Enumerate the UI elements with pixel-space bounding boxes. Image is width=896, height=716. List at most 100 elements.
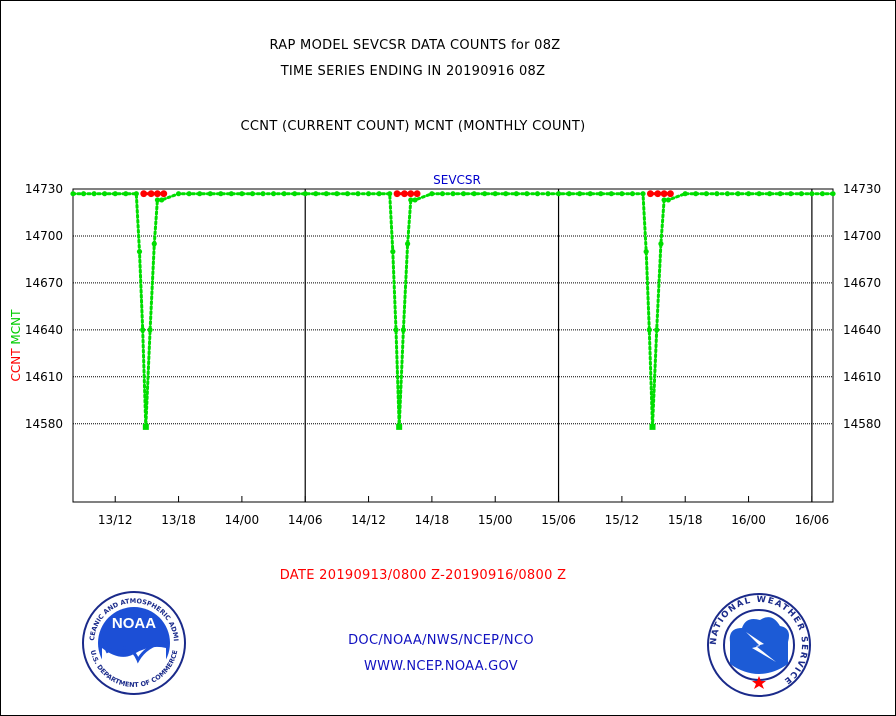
data-point-mcnt — [830, 191, 836, 197]
data-point-mcnt — [159, 197, 165, 203]
data-point-mcnt — [136, 249, 143, 255]
data-point-mcnt — [197, 191, 203, 197]
data-point-mcnt — [629, 191, 636, 197]
data-point-mcnt — [756, 191, 762, 197]
data-point-mcnt — [534, 191, 541, 197]
title-line-2: TIME SERIES ENDING IN 20190916 08Z — [280, 64, 546, 79]
data-point-mcnt — [819, 191, 826, 197]
data-point-ccnt — [646, 190, 654, 198]
data-point-mcnt — [665, 197, 671, 203]
y-tick-label-left: 14610 — [25, 370, 63, 384]
data-point-ccnt — [147, 190, 155, 198]
data-point-mcnt — [102, 191, 108, 197]
data-point-mcnt — [376, 191, 382, 197]
nws-logo: NATIONAL WEATHER SERVICE — [707, 593, 811, 697]
footer-link-doc[interactable]: DOC/NOAA/NWS/NCEP/NCO — [348, 633, 534, 648]
data-point-ccnt — [154, 190, 161, 198]
data-point-mcnt — [228, 191, 234, 197]
data-point-mcnt — [450, 191, 456, 197]
y-tick-label-right: 14670 — [843, 276, 881, 290]
data-point-mcnt — [608, 191, 614, 197]
data-point-mcnt — [524, 191, 530, 197]
y-tick-label-left: 14580 — [25, 417, 63, 431]
data-point-mcnt — [767, 191, 773, 197]
data-point-ccnt — [660, 190, 668, 198]
noaa-logo-text: NOAA — [112, 615, 156, 632]
data-point-mcnt — [112, 191, 118, 197]
y-axis-label-ccnt: CCNT — [9, 348, 23, 382]
data-point-mcnt — [405, 241, 411, 247]
y-tick-label-right: 14730 — [843, 182, 881, 196]
data-point-mcnt — [577, 191, 583, 197]
data-point-mcnt — [123, 191, 129, 197]
footer-link-www[interactable]: WWW.NCEP.NOAA.GOV — [363, 659, 519, 674]
data-point-mcnt — [154, 197, 161, 203]
x-tick-label: 15/18 — [668, 513, 703, 527]
data-point-ccnt — [160, 190, 168, 198]
x-tick-label: 16/00 — [731, 513, 766, 527]
data-point-mcnt — [151, 241, 157, 247]
data-point-mcnt — [207, 191, 213, 197]
series-line-mcnt — [71, 192, 835, 427]
data-point-mcnt — [566, 191, 572, 197]
data-point-mcnt — [439, 191, 446, 197]
data-point-mcnt — [703, 191, 709, 197]
x-tick-label: 15/00 — [478, 513, 513, 527]
noaa-bird-wave — [102, 646, 166, 680]
y-tick-label-right: 14640 — [843, 323, 881, 337]
data-point-ccnt — [140, 190, 148, 198]
data-point-mcnt — [313, 191, 319, 197]
y-axis-label-mcnt: MCNT — [9, 309, 23, 349]
data-point-mcnt-min — [396, 423, 403, 430]
data-point-mcnt — [218, 191, 224, 197]
data-point-mcnt — [408, 197, 414, 203]
y-tick-label-left: 14700 — [25, 229, 63, 243]
data-point-mcnt — [693, 191, 699, 197]
x-axis-label: DATE 20190913/0800 Z-20190916/0800 Z — [280, 568, 567, 583]
data-point-mcnt — [460, 191, 467, 197]
data-point-mcnt — [334, 191, 340, 197]
x-tick-label: 14/18 — [415, 513, 450, 527]
data-point-mcnt — [643, 249, 649, 255]
data-point-ccnt — [401, 190, 408, 198]
data-point-mcnt — [281, 191, 287, 197]
x-tick-label: 14/12 — [351, 513, 386, 527]
data-point-mcnt — [492, 191, 498, 197]
data-point-mcnt — [292, 191, 298, 197]
data-point-ccnt — [413, 190, 421, 198]
data-point-mcnt — [365, 191, 372, 197]
data-point-mcnt — [355, 191, 361, 197]
data-point-mcnt — [798, 191, 804, 197]
data-point-mcnt — [809, 191, 815, 197]
data-point-mcnt — [175, 191, 182, 197]
data-point-ccnt — [407, 190, 415, 198]
data-point-mcnt-min — [142, 423, 149, 430]
y-tick-label-left: 14730 — [25, 182, 63, 196]
data-point-mcnt — [745, 191, 752, 197]
data-point-mcnt — [260, 191, 266, 197]
y-tick-label-right: 14580 — [843, 417, 881, 431]
y-tick-label-left: 14640 — [25, 323, 63, 337]
data-point-ccnt — [393, 190, 401, 198]
data-point-mcnt — [91, 191, 97, 197]
data-point-mcnt — [555, 191, 562, 197]
data-point-ccnt — [654, 190, 662, 198]
y-tick-label-right: 14700 — [843, 229, 881, 243]
data-point-mcnt — [387, 191, 393, 197]
x-tick-label: 13/18 — [161, 513, 196, 527]
x-tick-label: 16/06 — [795, 513, 830, 527]
data-point-mcnt — [654, 327, 660, 333]
data-point-mcnt — [735, 191, 741, 197]
y-axis-label: CCNT MCNT — [9, 309, 23, 382]
data-point-mcnt — [429, 191, 435, 197]
data-point-mcnt — [724, 191, 731, 197]
data-point-mcnt — [640, 191, 646, 197]
data-point-mcnt — [658, 241, 664, 247]
data-point-mcnt — [393, 327, 399, 333]
data-point-mcnt — [513, 191, 519, 197]
data-point-mcnt — [390, 249, 396, 255]
chart-title: SEVCSR — [433, 173, 481, 187]
data-point-mcnt — [239, 191, 245, 197]
data-point-mcnt — [619, 191, 625, 197]
